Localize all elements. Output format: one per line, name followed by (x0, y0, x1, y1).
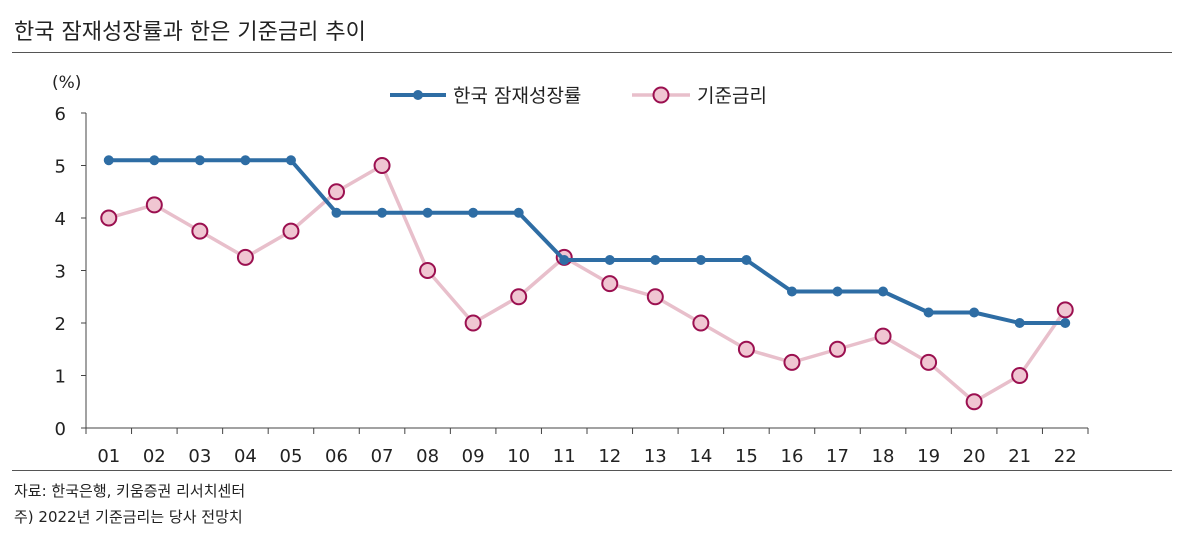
data-point-base-rate (328, 183, 345, 201)
series-line-potential-growth (108, 158, 1066, 325)
y-tick-label: 3 (55, 262, 66, 283)
data-point-potential-growth (468, 207, 479, 218)
y-tick-label: 2 (55, 314, 66, 335)
data-point-potential-growth (923, 307, 934, 318)
data-point-potential-growth (786, 286, 797, 297)
x-tick-label: 14 (689, 446, 712, 467)
data-point-potential-growth (149, 155, 160, 166)
data-point-base-rate (1056, 301, 1074, 319)
x-tick-label: 04 (234, 446, 257, 467)
data-point-base-rate (191, 222, 209, 240)
legend-marker-base-rate (652, 86, 670, 104)
chart-title: 한국 잠재성장률과 한은 기준금리 추이 (14, 20, 366, 45)
data-point-potential-growth (1060, 318, 1071, 328)
x-tick-label: 11 (553, 446, 576, 467)
data-point-potential-growth (103, 155, 114, 166)
x-tick-label: 02 (143, 446, 166, 467)
y-tick-label: 5 (55, 157, 66, 178)
data-point-base-rate (464, 314, 482, 332)
y-tick-label: 6 (55, 104, 66, 125)
legend-marker-potential-growth (413, 90, 423, 100)
data-point-base-rate (874, 327, 892, 345)
data-point-base-rate (145, 196, 163, 214)
data-point-base-rate (692, 314, 710, 332)
x-tick-label: 09 (462, 446, 485, 467)
x-tick-label: 07 (371, 446, 394, 467)
data-point-potential-growth (559, 255, 570, 265)
data-point-base-rate (373, 157, 391, 174)
footer-divider (12, 470, 1172, 471)
data-point-potential-growth (695, 255, 706, 265)
y-tick-label: 0 (55, 419, 66, 440)
source-text: 자료: 한국은행, 키움증권 리서치센터 (14, 482, 246, 500)
data-point-base-rate (510, 288, 528, 306)
x-tick-label: 20 (963, 446, 986, 467)
data-point-potential-growth (604, 255, 615, 265)
x-tick-label: 15 (735, 446, 758, 467)
y-axis-label: (%) (52, 73, 81, 93)
note-text: 주) 2022년 기준금리는 당사 전망치 (14, 508, 243, 526)
data-point-base-rate (1011, 367, 1029, 384)
x-tick-label: 03 (188, 446, 211, 467)
x-tick-label: 13 (644, 446, 667, 467)
data-point-base-rate (236, 248, 254, 266)
data-point-base-rate (920, 353, 938, 371)
x-tick-label: 19 (917, 446, 940, 467)
data-point-potential-growth (832, 286, 843, 297)
x-tick-label: 17 (826, 446, 849, 467)
data-point-potential-growth (240, 155, 251, 166)
data-point-base-rate (100, 209, 118, 227)
y-tick-label: 4 (55, 209, 66, 230)
x-tick-label: 10 (507, 446, 530, 467)
x-tick-label: 12 (598, 446, 621, 467)
data-point-base-rate (419, 262, 437, 279)
data-point-potential-growth (285, 155, 296, 166)
data-point-base-rate (601, 275, 619, 293)
legend-label-base-rate: 기준금리 (697, 85, 767, 107)
x-tick-label: 06 (325, 446, 348, 467)
x-tick-label: 22 (1054, 446, 1077, 467)
x-tick-label: 18 (872, 446, 895, 467)
x-tick-label: 01 (97, 446, 120, 467)
data-point-potential-growth (650, 255, 661, 265)
data-point-potential-growth (741, 255, 752, 265)
data-point-base-rate (829, 340, 846, 358)
data-point-base-rate (783, 353, 801, 371)
x-tick-label: 16 (781, 446, 804, 467)
data-point-base-rate (965, 393, 983, 411)
x-tick-label: 21 (1008, 446, 1031, 467)
y-tick-label: 1 (55, 367, 66, 388)
data-point-potential-growth (331, 207, 342, 218)
data-point-potential-growth (194, 155, 205, 166)
data-point-base-rate (282, 222, 300, 240)
x-tick-label: 05 (280, 446, 303, 467)
data-point-potential-growth (1014, 318, 1025, 328)
data-point-potential-growth (878, 286, 889, 297)
data-point-base-rate (737, 340, 755, 358)
data-point-base-rate (646, 288, 664, 306)
title-divider (12, 52, 1172, 53)
data-point-potential-growth (422, 207, 433, 218)
data-point-potential-growth (969, 307, 980, 318)
legend-label-potential-growth: 한국 잠재성장률 (453, 85, 581, 107)
data-point-potential-growth (513, 207, 524, 218)
series-line-base-rate (108, 163, 1067, 404)
x-tick-label: 08 (416, 446, 439, 467)
data-point-potential-growth (377, 207, 388, 218)
